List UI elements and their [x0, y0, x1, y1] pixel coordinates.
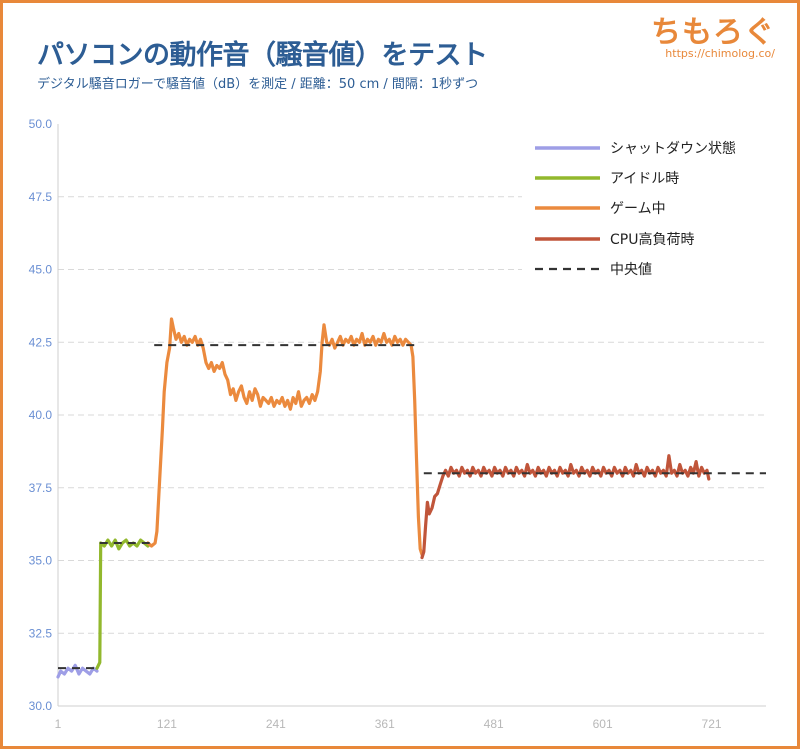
legend-label-gaming: ゲーム中 — [610, 201, 666, 217]
chart-title: パソコンの動作音（騒音値）をテスト — [37, 40, 488, 71]
legend-label-idle: アイドル時 — [610, 171, 679, 187]
median-layer — [58, 344, 766, 670]
brand: ちもろぐ https://chimolog.co/ — [651, 7, 775, 60]
x-tick-label: 361 — [375, 717, 395, 731]
series-layer — [56, 317, 711, 679]
gaming-series-line — [146, 317, 424, 557]
y-tick-label: 47.5 — [29, 190, 53, 204]
y-tick-label: 32.5 — [29, 626, 53, 640]
y-tick-label: 35.0 — [29, 554, 53, 568]
x-tick-label: 481 — [484, 717, 504, 731]
chart-legend: シャットダウン状態 アイドル時 ゲーム中 CPU高負荷時 中央値 — [522, 128, 778, 286]
y-tick-label: 30.0 — [29, 699, 53, 713]
y-tick-label: 45.0 — [29, 263, 53, 277]
x-tick-label: 601 — [593, 717, 613, 731]
x-tick-label: 721 — [702, 717, 722, 731]
cpu-load-series-line — [420, 454, 711, 560]
chart-subtitle: デジタル騒音ロガーで騒音値（dB）を測定 / 距離：50 cm / 間隔：1秒ず… — [37, 77, 479, 92]
axis-layer: 30.0 32.5 35.0 37.5 40.0 42.5 45.0 47.5 50.0 1 121… — [29, 117, 766, 731]
y-tick-label: 37.5 — [29, 481, 53, 495]
idle-series-line — [95, 538, 150, 670]
x-tick-label: 1 — [55, 717, 62, 731]
legend-label-cpu-load: CPU高負荷時 — [610, 231, 694, 248]
brand-logo: ちもろぐ — [651, 15, 775, 50]
legend-label-shutdown: シャットダウン状態 — [610, 141, 736, 157]
y-tick-label: 40.0 — [29, 408, 53, 422]
x-tick-label: 241 — [266, 717, 286, 731]
y-tick-label: 42.5 — [29, 335, 53, 349]
shutdown-series-line — [56, 663, 99, 679]
y-tick-label: 50.0 — [29, 117, 53, 131]
x-tick-label: 121 — [157, 717, 177, 731]
legend-label-median: 中央値 — [610, 262, 652, 278]
brand-url: https://chimolog.co/ — [665, 47, 775, 60]
